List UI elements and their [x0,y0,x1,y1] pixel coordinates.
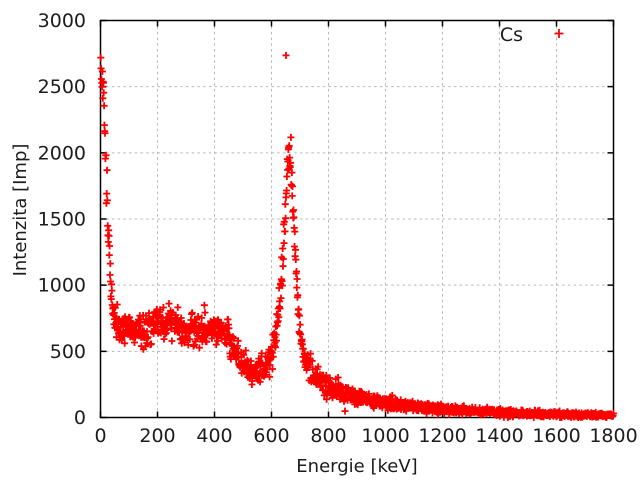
y-axis-title: Intenzita [Imp] [10,144,31,277]
plot-layers: 0 200 400 600 800 1000 1200 1400 1600 1800 0 500 100… [38,10,638,447]
x-tick-label: 1800 [589,425,637,447]
legend-label: Cs [500,24,523,46]
y-tick-label: 3000 [38,10,86,32]
x-tick-label: 1600 [532,425,580,447]
x-axis-title: Energie [keV] [296,456,417,477]
y-tick-label: 0 [74,407,86,429]
legend-plus-marker-icon [554,29,564,38]
x-tick-label: 1400 [475,425,523,447]
x-tick-label: 0 [94,425,106,447]
x-tick-label: 600 [253,425,289,447]
y-tick-label: 2500 [38,76,86,98]
y-tick-label: 500 [50,341,86,363]
x-tick-label: 1200 [418,425,466,447]
x-tick-label: 200 [139,425,175,447]
x-tick-label: 800 [310,425,346,447]
x-tick-label: 1000 [361,425,409,447]
grid-lines [100,20,614,418]
y-tick-label: 1500 [38,209,86,231]
y-tick-label: 1000 [38,275,86,297]
y-tick-label: 2000 [38,142,86,164]
spectrum-points [97,51,617,421]
x-tick-label: 400 [196,425,232,447]
